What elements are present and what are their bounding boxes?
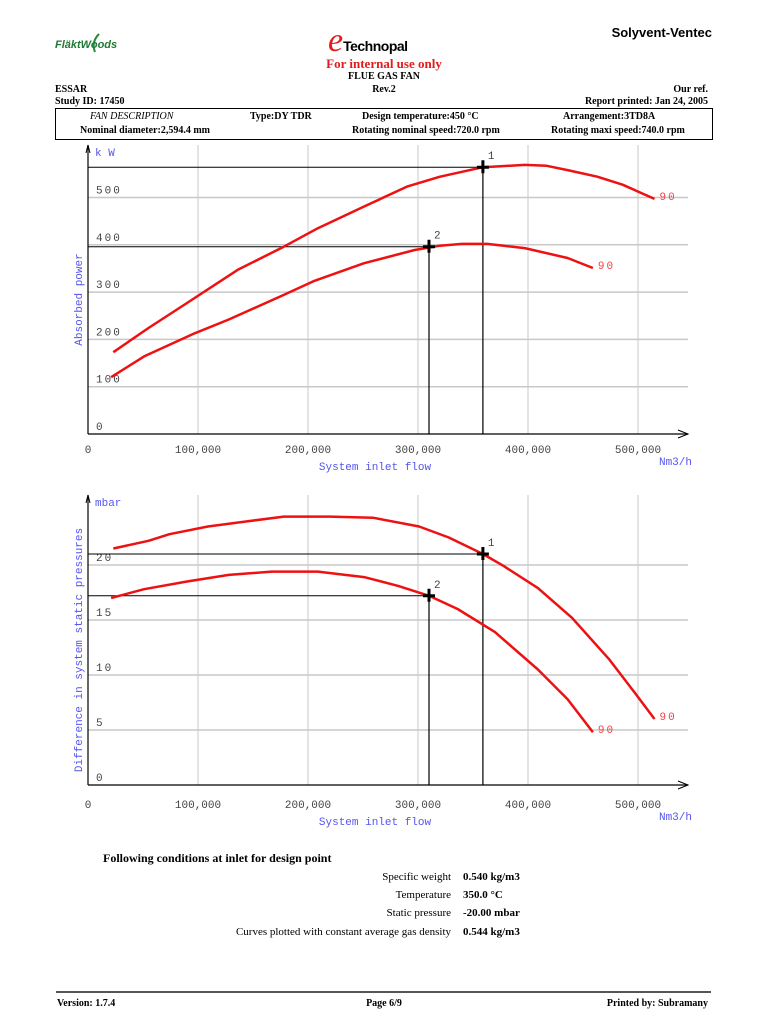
x-axis-title: System inlet flow [319, 817, 432, 829]
our-ref: Our ref. [673, 84, 708, 95]
x-unit-label: Nm3/h [659, 812, 692, 824]
y-tick-label: 300 [96, 280, 122, 292]
nominal-speed: Rotating nominal speed:720.0 rpm [352, 125, 500, 136]
curve-series-1 [112, 163, 656, 354]
curve-series-2 [110, 242, 594, 379]
footer-printed-by: Printed by: Subramany [606, 998, 708, 1009]
y-tick-label: 500 [96, 186, 122, 198]
x-tick-label: 500,000 [615, 800, 661, 812]
condition-label: Static pressure [386, 907, 451, 919]
design-point-marker [423, 239, 435, 253]
flaktwoods-swoosh-icon [92, 33, 100, 53]
report-printed: Report printed: Jan 24, 2005 [584, 96, 708, 107]
condition-label: Temperature [395, 889, 451, 901]
flaktwoods-logo: FläktWoods [55, 32, 118, 53]
maxi-speed: Rotating maxi speed:740.0 rpm [551, 125, 685, 136]
x-unit-label: Nm3/h [659, 457, 692, 469]
x-axis-arrow-icon [677, 429, 690, 439]
condition-label: Specific weight [382, 871, 451, 883]
y-axis-title: Absorbed power [74, 253, 86, 345]
curve-series-1 [113, 515, 656, 720]
condition-value: 350.0 °C [463, 889, 503, 901]
y-axis-arrow-icon [85, 144, 91, 154]
y-tick-label: 0 [96, 773, 105, 785]
study-id: Study ID: 17450 [55, 96, 125, 107]
y-tick-label: 0 [96, 422, 105, 434]
design-point-marker [423, 588, 435, 602]
x-tick-label: 0 [85, 445, 92, 457]
y-tick-label: 200 [96, 327, 122, 339]
design-point-label: 1 [488, 538, 495, 550]
condition-value: -20.00 mbar [463, 907, 520, 919]
technopal-logo-text: Technopal [343, 38, 408, 54]
technopal-logo: eTechnopal [328, 22, 408, 60]
fan-description-title: FAN DESCRIPTION [90, 111, 174, 122]
x-tick-label: 400,000 [505, 800, 551, 812]
arrangement: Arrangement:3TD8A [563, 111, 656, 122]
fan-type: Type:DY TDR [250, 111, 312, 122]
technopal-e-mark: e [328, 22, 344, 59]
curve-label: 90 [598, 261, 615, 273]
y-tick-label: 20 [96, 553, 113, 565]
design-point-label: 1 [488, 151, 495, 163]
nominal-diameter: Nominal diameter:2,594.4 mm [80, 125, 210, 136]
design-point-marker [476, 547, 489, 560]
x-tick-label: 500,000 [615, 445, 661, 457]
y-tick-label: 100 [96, 375, 122, 387]
x-tick-label: 200,000 [285, 800, 331, 812]
footer-version: Version: 1.7.4 [57, 998, 116, 1009]
x-axis-arrow-icon [677, 780, 690, 790]
internal-use-notice: For internal use only [326, 56, 442, 71]
condition-value: 0.540 kg/m3 [463, 871, 520, 883]
customer: ESSAR [55, 84, 88, 95]
y-tick-label: 400 [96, 233, 122, 245]
x-tick-label: 200,000 [285, 445, 331, 457]
x-tick-label: 100,000 [175, 445, 221, 457]
design-point-label: 2 [434, 231, 441, 243]
y-tick-label: 10 [96, 663, 113, 675]
condition-value: 0.544 kg/m3 [463, 926, 520, 938]
footer-page: Page 6/9 [366, 998, 402, 1009]
fan-description-box [55, 108, 713, 140]
x-axis-title: System inlet flow [319, 462, 432, 474]
design-point-marker [476, 160, 489, 174]
conditions-title: Following conditions at inlet for design… [103, 851, 332, 865]
footer-divider [56, 991, 711, 993]
x-tick-label: 100,000 [175, 800, 221, 812]
y-unit-label: mbar [95, 498, 121, 510]
solyvent-ventec-logo: Solyvent-Ventec [611, 25, 712, 40]
x-tick-label: 400,000 [505, 445, 551, 457]
y-axis-arrow-icon [85, 494, 91, 504]
chart-2: 0 100,000 200,000 300,000 400,000 500,000 0 5 10… [74, 494, 692, 829]
y-tick-label: 5 [96, 718, 105, 730]
condition-label: Curves plotted with constant average gas… [235, 926, 451, 938]
document-title: FLUE GAS FAN [347, 71, 421, 82]
x-tick-label: 0 [85, 800, 92, 812]
design-temperature: Design temperature:450 °C [362, 111, 479, 122]
y-unit-label: k W [95, 148, 115, 160]
revision: Rev.2 [372, 84, 396, 95]
flaktwoods-logo-text: FläktWoods [55, 39, 118, 51]
chart-1: 0 100,000 200,000 300,000 400,000 500,000 0 100… [74, 144, 692, 474]
curve-series-2 [110, 570, 594, 733]
y-axis-title: Difference in system static pressures [74, 528, 86, 772]
curve-label: 90 [660, 192, 677, 204]
curve-label: 90 [598, 725, 615, 737]
design-point-label: 2 [434, 580, 441, 592]
x-tick-label: 300,000 [395, 800, 441, 812]
x-tick-label: 300,000 [395, 445, 441, 457]
y-tick-label: 15 [96, 608, 113, 620]
curve-label: 90 [660, 712, 677, 724]
